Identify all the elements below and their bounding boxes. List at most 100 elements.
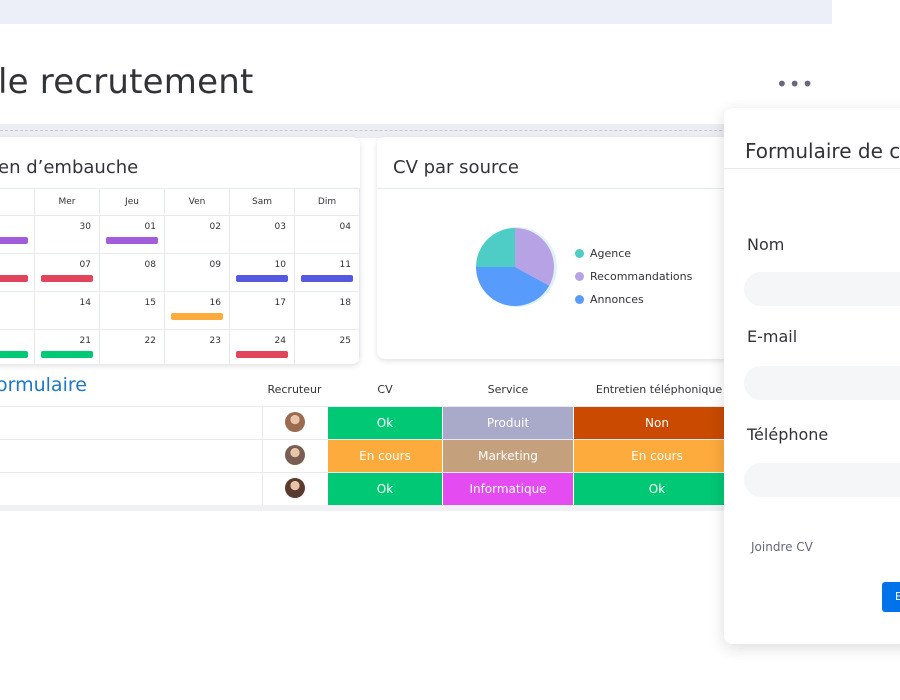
calendar-day-number: 30 <box>79 222 91 232</box>
calendar-event-bar[interactable] <box>236 351 288 358</box>
phone-label: Téléphone <box>747 425 829 444</box>
calendar-day[interactable]: 14 <box>35 292 100 329</box>
calendar-week: 21 22 23 24 25 <box>0 330 360 364</box>
calendar-day[interactable]: 21 <box>35 330 100 364</box>
calendar-day[interactable]: 16 <box>165 292 230 329</box>
form-title: Formulaire de c <box>745 139 900 163</box>
calendar-grid: Mer Jeu Ven Sam Dim 30 01 02 03 04 07 08 09 10 11… <box>0 188 360 364</box>
column-header-cv[interactable]: CV <box>377 383 393 396</box>
status-cell-service[interactable]: Marketing <box>443 440 573 472</box>
calendar-day-number: 01 <box>144 222 156 232</box>
status-cell-interview[interactable]: Ok <box>574 473 740 505</box>
calendar-day-number: 09 <box>209 260 221 270</box>
calendar-day[interactable]: 25 <box>295 330 360 364</box>
calendar-day-number: 17 <box>274 298 286 308</box>
status-cell-interview[interactable]: En cours <box>574 440 740 472</box>
recruiter-avatar[interactable] <box>285 478 305 498</box>
calendar-event-bar[interactable] <box>41 275 93 282</box>
calendar-day[interactable] <box>0 216 35 253</box>
calendar-day[interactable] <box>0 292 35 329</box>
table-footer <box>0 505 740 511</box>
status-cell-interview[interactable]: Non <box>574 407 740 439</box>
calendar-event-bar[interactable] <box>41 351 93 358</box>
recruiter-avatar[interactable] <box>285 445 305 465</box>
calendar-day-number: 21 <box>79 336 91 346</box>
more-dots-icon[interactable]: ••• <box>776 72 815 96</box>
column-header-entretien[interactable]: Entretien téléphonique <box>595 383 723 396</box>
name-input[interactable] <box>744 272 900 306</box>
calendar-day[interactable]: 15 <box>100 292 165 329</box>
calendar-event-bar[interactable] <box>0 351 28 358</box>
calendar-day-header: Jeu <box>100 189 165 215</box>
status-cell-service[interactable]: Produit <box>443 407 573 439</box>
pie-slice-recommandations[interactable] <box>515 228 554 286</box>
calendar-event-bar[interactable] <box>301 275 353 282</box>
calendar-day-header: Sam <box>230 189 295 215</box>
calendar-day-number: 03 <box>274 222 286 232</box>
calendar-day[interactable]: 03 <box>230 216 295 253</box>
status-cell-service[interactable]: Informatique <box>443 473 573 505</box>
calendar-day[interactable]: 08 <box>100 254 165 291</box>
calendar-event-bar[interactable] <box>106 237 158 244</box>
calendar-day[interactable]: 04 <box>295 216 360 253</box>
calendar-day[interactable] <box>0 330 35 364</box>
calendar-day[interactable]: 22 <box>100 330 165 364</box>
calendar-day-number: 10 <box>274 260 286 270</box>
recruiter-avatar[interactable] <box>285 412 305 432</box>
calendar-weeks: 30 01 02 03 04 07 08 09 10 11 14 15 16 17 18 21 22 23 24 25 <box>0 216 360 364</box>
calendar-day[interactable]: 17 <box>230 292 295 329</box>
cv-chart-title: CV par source <box>393 157 519 178</box>
group-title[interactable]: ormulaire <box>0 374 87 396</box>
widget-strip <box>0 124 832 138</box>
pie-slice-annonces[interactable] <box>476 267 550 306</box>
calendar-day-header-spacer <box>0 189 35 215</box>
column-header-service[interactable]: Service <box>487 383 529 396</box>
calendar-day-number: 04 <box>339 222 351 232</box>
calendar-day[interactable]: 23 <box>165 330 230 364</box>
calendar-day[interactable] <box>0 254 35 291</box>
calendar-day-number: 22 <box>144 336 156 346</box>
calendar-day[interactable]: 01 <box>100 216 165 253</box>
column-header-recruteur[interactable]: Recruteur <box>267 383 322 396</box>
calendar-day[interactable]: 07 <box>35 254 100 291</box>
calendar-day[interactable]: 02 <box>165 216 230 253</box>
calendar-day-header: Mer <box>35 189 100 215</box>
pie-slice-agence[interactable] <box>476 228 515 267</box>
calendar-day[interactable]: 24 <box>230 330 295 364</box>
calendar-day[interactable]: 11 <box>295 254 360 291</box>
table-row[interactable] <box>0 406 740 407</box>
calendar-day[interactable]: 10 <box>230 254 295 291</box>
calendar-day-number: 15 <box>144 298 156 308</box>
status-cell-cv[interactable]: En cours <box>328 440 442 472</box>
cv-source-widget: CV par source Agence Recommandations Annon… <box>377 137 737 359</box>
calendar-event-bar[interactable] <box>171 313 223 320</box>
calendar-event-bar[interactable] <box>236 275 288 282</box>
calendar-day-header: Dim <box>295 189 360 215</box>
calendar-day[interactable]: 09 <box>165 254 230 291</box>
calendar-day-number: 16 <box>209 298 221 308</box>
submit-button[interactable]: E <box>882 582 900 612</box>
divider <box>724 168 900 169</box>
name-label: Nom <box>747 235 785 254</box>
legend-label: Recommandations <box>590 270 693 283</box>
calendar-event-bar[interactable] <box>0 275 28 282</box>
legend-dot-icon <box>575 295 584 304</box>
calendar-day-number: 11 <box>339 260 351 270</box>
calendar-day-number: 14 <box>79 298 91 308</box>
divider <box>377 188 737 189</box>
table-row[interactable] <box>0 472 740 473</box>
calendar-day[interactable]: 18 <box>295 292 360 329</box>
calendar-event-bar[interactable] <box>0 237 28 244</box>
table-row[interactable] <box>0 439 740 440</box>
attach-cv-link[interactable]: Joindre CV <box>751 540 813 554</box>
calendar-day[interactable]: 30 <box>35 216 100 253</box>
email-input[interactable] <box>744 366 900 400</box>
legend-item: Agence <box>575 242 692 265</box>
phone-input[interactable] <box>744 463 900 497</box>
chart-legend: Agence Recommandations Annonces <box>575 242 692 311</box>
status-cell-cv[interactable]: Ok <box>328 407 442 439</box>
status-cell-cv[interactable]: Ok <box>328 473 442 505</box>
calendar-day-number: 08 <box>144 260 156 270</box>
calendar-title: en d’embauche <box>0 157 139 178</box>
calendar-widget: en d’embauche Mer Jeu Ven Sam Dim 30 01 02… <box>0 137 360 364</box>
